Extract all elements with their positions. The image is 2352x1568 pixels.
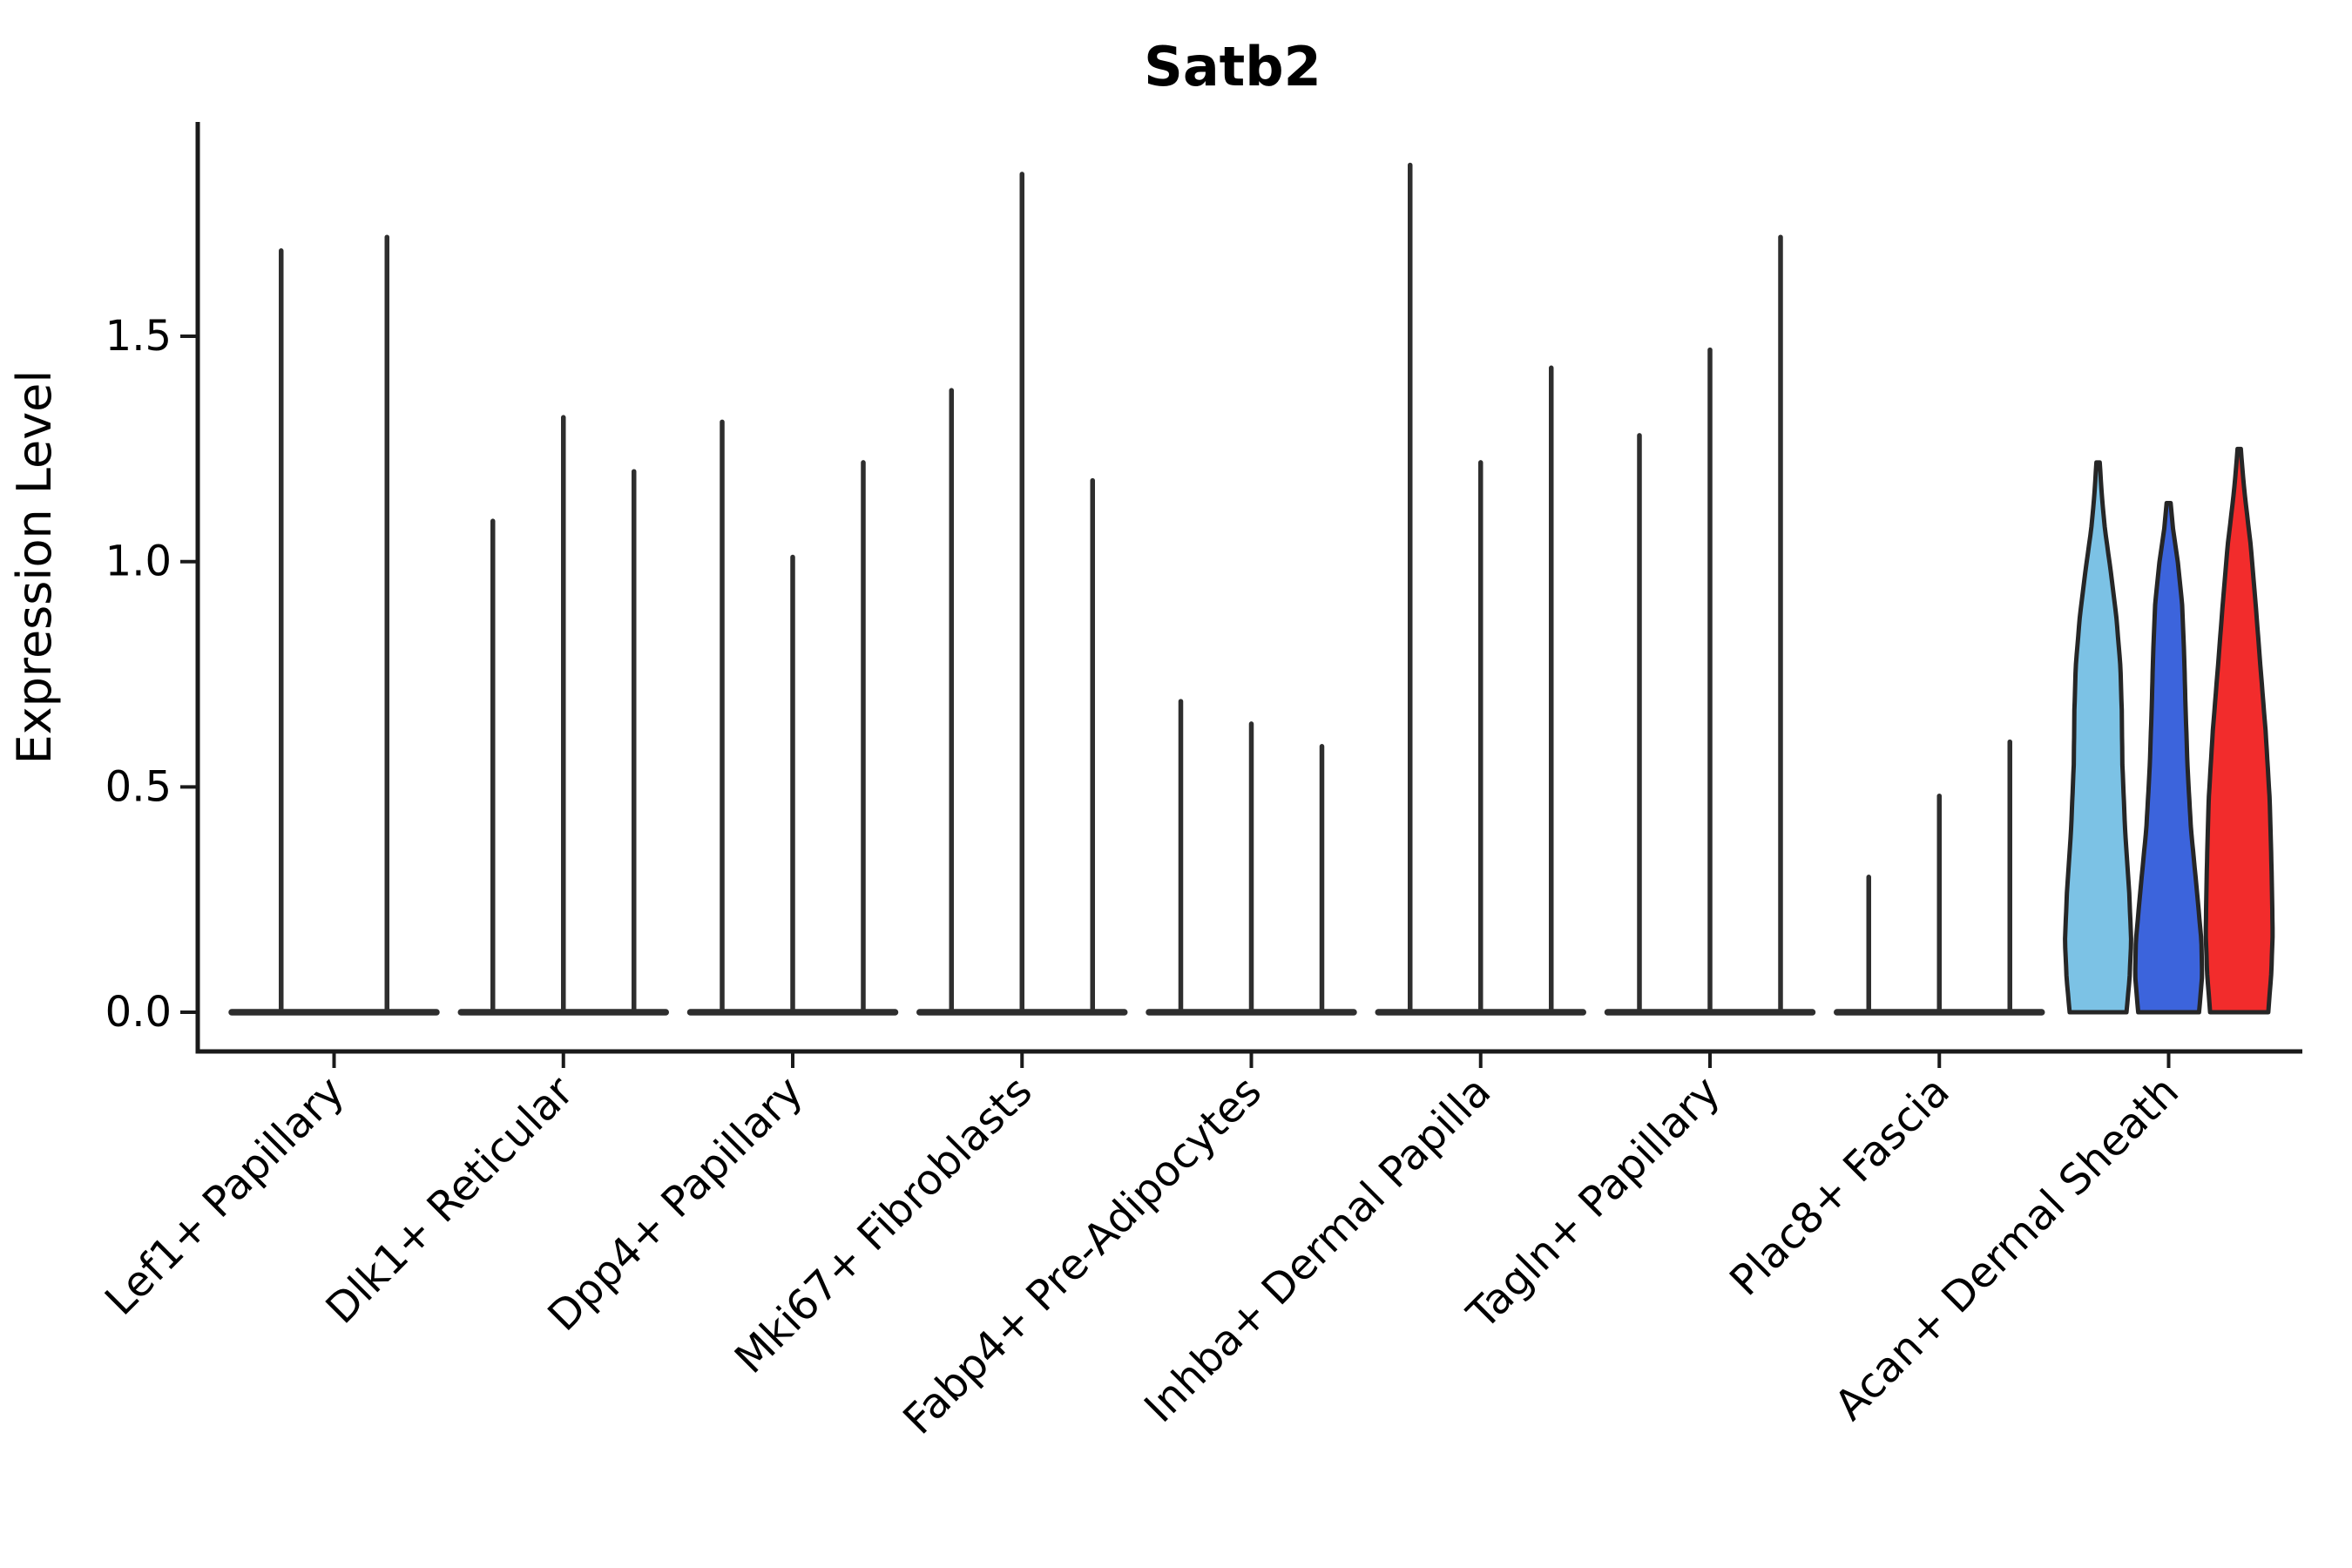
y-tick-label-0.0: 0.0 [105,988,172,1037]
axes-layer [180,122,2302,1068]
violin-8-0 [2063,460,2133,1015]
x-tick-label-0: Lef1+ Papillary [96,1067,354,1325]
x-tick-label-2: Dpp4+ Papillary [538,1067,812,1341]
chart-title: Satb2 [1144,35,1321,98]
x-tick-label-1: Dlk1+ Reticular [317,1067,584,1334]
y-axis-label: Expression Level [7,370,62,765]
violin-8-2 [2203,446,2275,1015]
y-tick-labels: 0.0 0.5 1.0 1.5 [105,312,172,1037]
y-tick-label-0.5: 0.5 [105,762,172,811]
x-tick-label-7: Plac8+ Fascia [1720,1067,1959,1306]
violin-layer [228,162,2275,1016]
y-tick-label-1.5: 1.5 [105,312,172,361]
x-tick-label-6: Tagln+ Papillary [1457,1067,1729,1339]
violin-8-1 [2132,501,2205,1015]
y-tick-label-1.0: 1.0 [105,537,172,586]
